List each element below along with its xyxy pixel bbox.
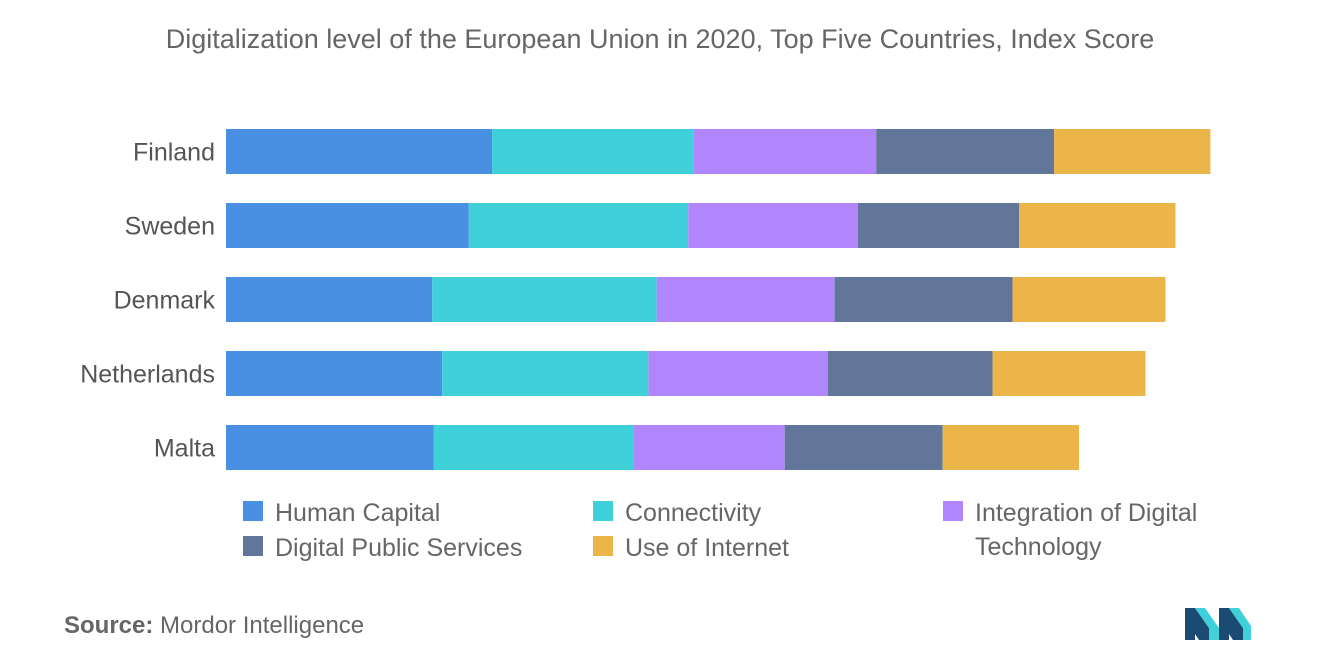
category-label: Sweden <box>125 213 215 241</box>
source-label: Source: <box>64 612 154 639</box>
legend-label: Connectivity <box>625 499 762 527</box>
bar-segment <box>226 277 433 322</box>
bar-segment <box>656 277 835 322</box>
bar-segment <box>468 203 689 248</box>
legend-swatch <box>243 536 263 556</box>
legend-label: Human Capital <box>275 499 441 527</box>
bar-segment <box>857 203 1020 248</box>
bar-segment <box>1019 203 1176 248</box>
legend-swatch <box>593 501 613 521</box>
bar-segment <box>226 351 443 396</box>
bar-segment <box>226 203 469 248</box>
bar-segment <box>492 129 694 174</box>
chart-title: Digitalization level of the European Uni… <box>165 24 1155 54</box>
bar-segment <box>834 277 1013 322</box>
bar-segment <box>827 351 993 396</box>
bar-segment <box>226 129 493 174</box>
source-text: Mordor Intelligence <box>160 612 365 639</box>
bar-segment <box>876 129 1055 174</box>
category-label: Finland <box>133 139 215 167</box>
legend-label: Use of Internet <box>625 534 789 562</box>
legend-item: Connectivity <box>593 496 761 530</box>
bar-segment <box>784 425 943 470</box>
bar-segment <box>693 129 877 174</box>
legend-item: Digital Public Services <box>243 531 522 565</box>
bar-segment <box>688 203 858 248</box>
legend-item: Use of Internet <box>593 531 789 565</box>
legend-item: Human Capital <box>243 496 440 530</box>
bar-segment <box>992 351 1146 396</box>
legend-label: Integration of Digital Technology <box>975 499 1198 561</box>
bar-segment <box>442 351 649 396</box>
bar-segment <box>432 277 657 322</box>
mordor-intelligence-logo-icon <box>1185 608 1251 640</box>
bar-segment <box>942 425 1080 470</box>
bar-segment <box>633 425 785 470</box>
bar-segment <box>1054 129 1211 174</box>
category-label: Malta <box>154 435 215 463</box>
category-label: Netherlands <box>80 361 215 389</box>
bar-chart: Finland Sweden Denmark Netherlands Malta <box>80 129 1211 470</box>
legend-label: Digital Public Services <box>275 534 523 562</box>
source-note: Source: Mordor Intelligence <box>64 612 364 640</box>
legend-item: Integration of Digital Technology <box>943 496 1243 564</box>
bar-segment <box>1012 277 1166 322</box>
bar-segment <box>648 351 828 396</box>
bar-segment <box>433 425 634 470</box>
bar-segment <box>226 425 434 470</box>
legend-swatch <box>593 536 613 556</box>
category-label: Denmark <box>114 287 216 315</box>
legend-swatch <box>943 501 963 521</box>
legend-swatch <box>243 501 263 521</box>
